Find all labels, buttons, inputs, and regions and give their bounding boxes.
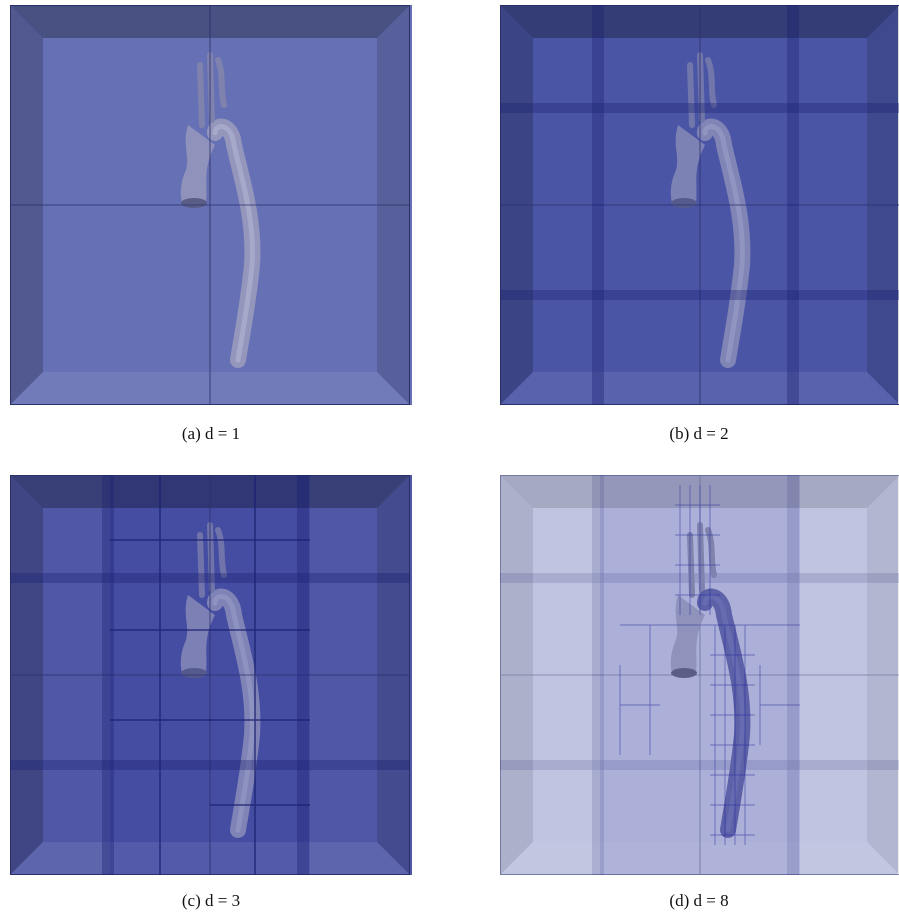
page: {"figure": {"panels": [{"caption": "(a) … — [0, 0, 899, 917]
caption: (b) d = 2 — [498, 424, 899, 444]
panel-a — [10, 5, 412, 405]
panel-c — [10, 475, 412, 875]
caption: (c) d = 3 — [10, 891, 412, 911]
figure — [0, 0, 899, 917]
caption: (a) d = 1 — [10, 424, 412, 444]
panel-b — [500, 5, 899, 405]
caption: (d) d = 8 — [498, 891, 899, 911]
panel-d — [500, 475, 899, 875]
